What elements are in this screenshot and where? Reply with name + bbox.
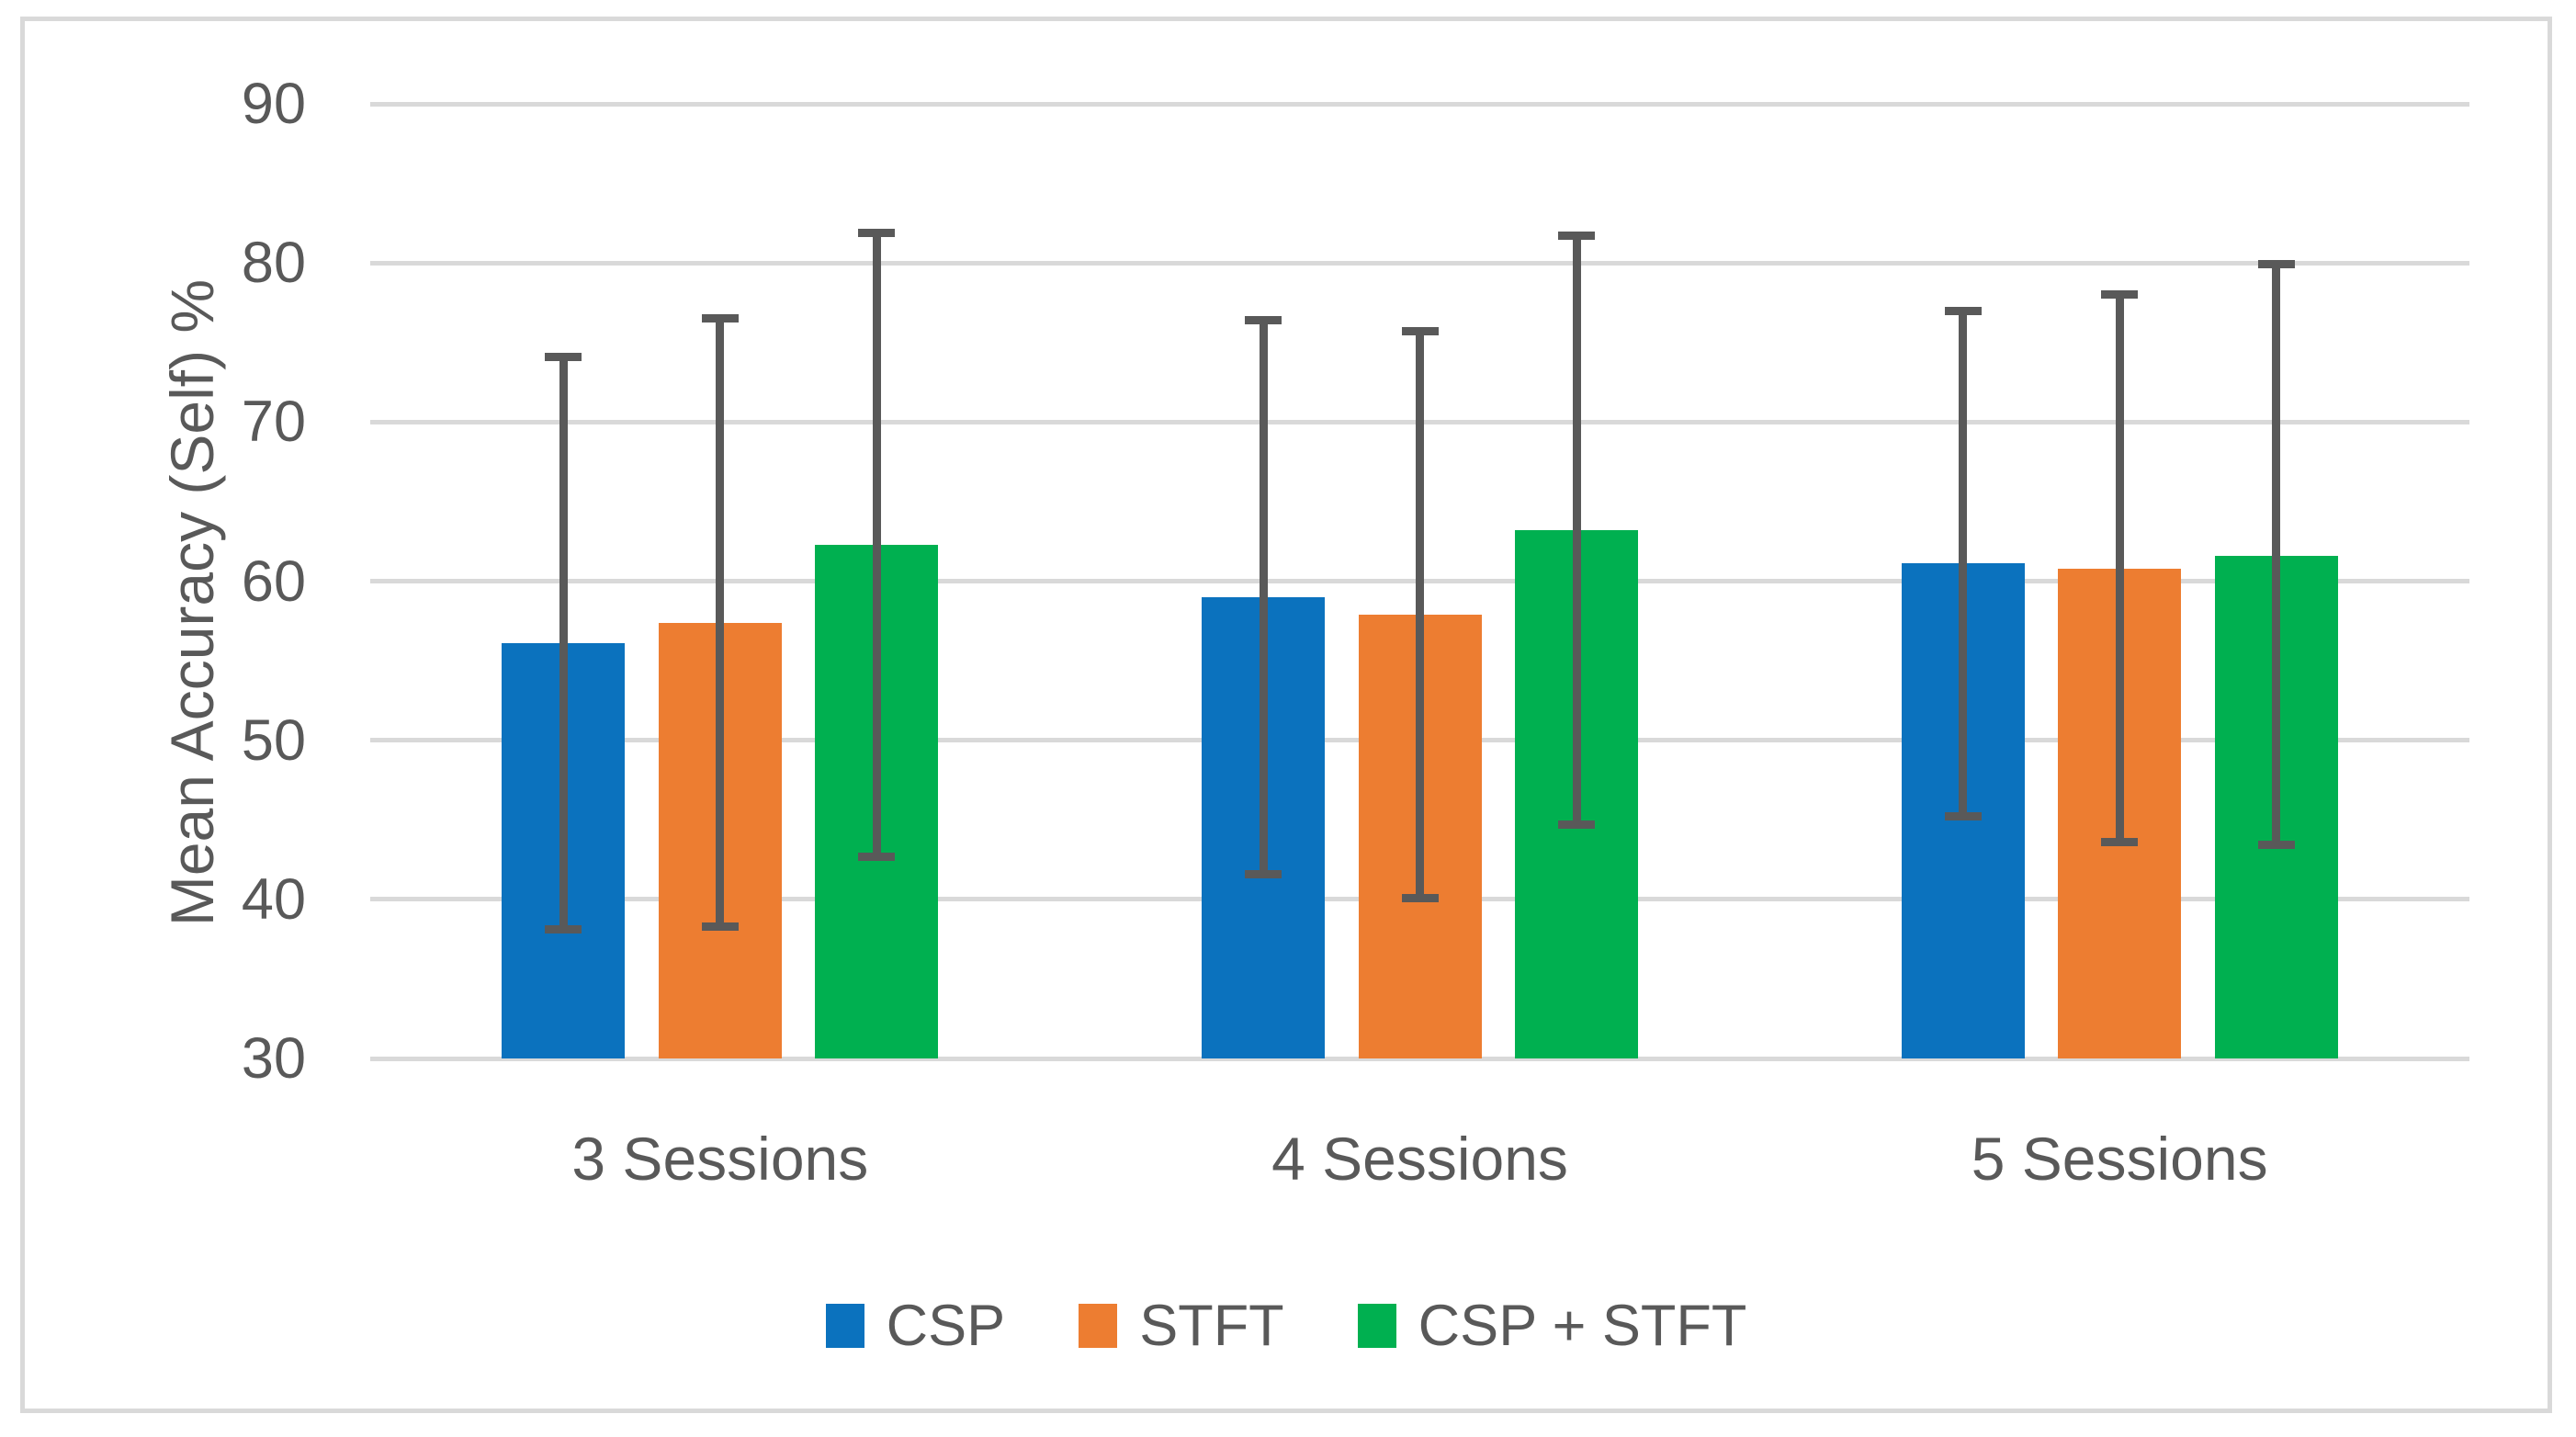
error-bar-cap-bottom — [701, 922, 739, 931]
legend-color-swatch — [1079, 1304, 1118, 1348]
legend-item-csp: CSP — [825, 1293, 1006, 1359]
y-tick-label-50: 50 — [241, 707, 306, 773]
error-bar-line — [559, 356, 568, 930]
gridline-90 — [370, 101, 2469, 107]
legend-item-stft: STFT — [1079, 1293, 1284, 1359]
error-bar-line — [2115, 294, 2124, 843]
x-axis-label-3-sessions: 3 Sessions — [571, 1125, 869, 1193]
error-bar-cap-bottom — [545, 925, 582, 934]
error-bar-cap-top — [1944, 306, 1982, 315]
gridline-30 — [370, 1056, 2469, 1061]
y-tick-label-60: 60 — [241, 549, 306, 614]
error-bar-cap-top — [858, 228, 896, 237]
y-tick-label-80: 80 — [241, 231, 306, 296]
legend-item-csp-stft: CSP + STFT — [1357, 1293, 1747, 1359]
error-bar-cap-bottom — [1401, 893, 1439, 902]
error-bar-cap-bottom — [2257, 841, 2295, 850]
error-bar-line — [1259, 320, 1268, 875]
y-tick-label-30: 30 — [241, 1026, 306, 1091]
error-bar-cap-bottom — [1558, 820, 1595, 829]
y-tick-label-90: 90 — [241, 72, 306, 136]
error-bar-line — [1416, 331, 1424, 899]
legend-color-swatch — [825, 1304, 864, 1348]
error-bar-cap-bottom — [2101, 837, 2139, 846]
error-bar-cap-top — [2101, 290, 2139, 300]
error-bar-line — [872, 232, 881, 857]
x-axis-label-4-sessions: 4 Sessions — [1271, 1125, 1568, 1193]
error-bar-line — [1572, 235, 1581, 825]
error-bar-cap-bottom — [1245, 869, 1282, 878]
y-axis-title: Mean Accuracy (Self) % — [158, 278, 226, 927]
y-tick-label-70: 70 — [241, 390, 306, 455]
error-bar-cap-top — [1558, 232, 1595, 241]
error-bar-cap-top — [545, 352, 582, 361]
legend-label: STFT — [1139, 1294, 1284, 1358]
error-bar-cap-top — [1401, 327, 1439, 336]
legend-label: CSP — [886, 1294, 1006, 1358]
legend-label: CSP + STFT — [1418, 1294, 1747, 1358]
y-tick-label-40: 40 — [241, 866, 306, 932]
x-axis-label-5-sessions: 5 Sessions — [1971, 1125, 2268, 1193]
error-bar-cap-top — [1245, 316, 1282, 324]
error-bar-cap-top — [701, 314, 739, 323]
error-bar-cap-bottom — [1944, 812, 1982, 821]
legend: CSP STFT CSP + STFT — [25, 1294, 2548, 1358]
error-bar-cap-top — [2257, 260, 2295, 269]
error-bar-cap-bottom — [858, 852, 896, 861]
gridline-80 — [370, 260, 2469, 266]
legend-color-swatch — [1357, 1304, 1396, 1348]
error-bar-line — [2272, 264, 2281, 845]
chart-frame-border: Mean Accuracy (Self) % 90 80 70 60 50 40 30 3 … — [20, 17, 2552, 1413]
error-bar-line — [716, 318, 725, 927]
error-bar-line — [1959, 311, 1968, 817]
